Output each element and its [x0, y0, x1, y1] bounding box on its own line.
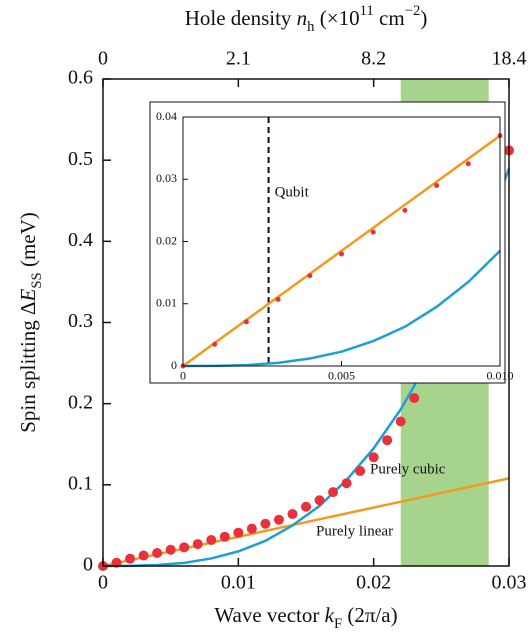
- label-part: 11: [360, 3, 374, 19]
- y-tick-label: 0.04: [156, 109, 177, 123]
- data-point: [370, 229, 376, 235]
- label-part: (2π/a): [342, 603, 398, 627]
- data-point: [138, 550, 149, 561]
- label-part: h: [307, 19, 315, 35]
- data-point: [465, 161, 471, 167]
- label-part: ): [420, 6, 427, 30]
- label-part: F: [334, 616, 342, 632]
- x-tick-label: 0.02: [356, 572, 391, 594]
- y-tick-label: 0.4: [68, 229, 93, 251]
- y-tick-label: 0.6: [68, 67, 93, 89]
- x-tick-label: 0.01: [221, 572, 256, 594]
- label-part: −2: [405, 3, 421, 19]
- x2-tick-label: 0: [98, 48, 108, 70]
- label-part: SS: [29, 272, 45, 288]
- data-point: [179, 542, 190, 553]
- series-label: Purely linear: [316, 523, 393, 539]
- y-tick-label: 0.1: [68, 472, 93, 494]
- data-point: [243, 319, 249, 325]
- y-tick-label: 0.02: [156, 233, 177, 247]
- data-point: [307, 273, 313, 279]
- data-point: [212, 341, 218, 347]
- label-part: k: [325, 603, 335, 627]
- x2-tick-label: 8.2: [361, 48, 386, 70]
- label-part: Hole density: [185, 6, 297, 30]
- x2-tick-label: 2.1: [226, 48, 251, 70]
- x-tick-label: 0: [98, 572, 108, 594]
- x-tick-label: 0: [180, 369, 186, 383]
- label-part: Wave vector: [214, 603, 324, 627]
- label-part: (×10: [315, 6, 360, 30]
- data-point: [368, 452, 379, 463]
- y-tick-label: 0.3: [68, 310, 93, 332]
- data-point: [273, 514, 284, 525]
- x2-axis-label: Hole density nh (×1011 cm−2): [185, 3, 428, 35]
- label-part: (meV): [16, 212, 40, 272]
- data-point: [206, 535, 217, 546]
- inset-frame: [149, 101, 506, 384]
- data-point: [402, 207, 408, 213]
- data-point: [434, 182, 440, 188]
- data-point: [314, 495, 325, 506]
- series-line: [182, 249, 501, 368]
- data-point: [219, 531, 230, 542]
- data-point: [341, 478, 352, 489]
- data-point: [339, 251, 344, 257]
- label-part: Spin splitting Δ: [16, 301, 40, 432]
- y-axis-label: Spin splitting ΔESS (meV): [16, 212, 46, 433]
- data-point: [409, 392, 420, 403]
- data-point: [328, 487, 339, 498]
- data-point: [275, 296, 281, 302]
- data-point: [152, 548, 163, 559]
- data-point: [260, 518, 271, 529]
- x-tick-label: 0.005: [328, 369, 355, 383]
- data-point: [233, 527, 244, 538]
- qubit-label: Qubit: [275, 184, 310, 200]
- y-tick-label: 0.03: [156, 171, 177, 185]
- label-part: n: [297, 6, 308, 30]
- label-part: cm: [374, 6, 405, 30]
- y-tick-label: 0: [171, 358, 177, 372]
- x-tick-label: 0.03: [492, 572, 527, 594]
- x-axis-label: Wave vector kF (2π/a): [214, 603, 397, 633]
- series-label: Purely cubic: [370, 461, 446, 477]
- x-tick-label: 0.010: [487, 369, 514, 383]
- data-point: [395, 416, 406, 427]
- y-tick-label: 0.01: [156, 296, 177, 310]
- y-tick-label: 0.2: [68, 391, 93, 413]
- data-point: [382, 435, 393, 446]
- series-line: [182, 134, 501, 368]
- x2-tick-label: 18.4: [492, 48, 527, 70]
- data-point: [246, 523, 257, 534]
- data-point: [165, 544, 176, 555]
- y-tick-label: 0: [83, 554, 93, 576]
- data-point: [192, 539, 203, 550]
- data-point: [301, 501, 311, 512]
- data-point: [355, 466, 366, 477]
- label-part: E: [16, 288, 40, 302]
- data-point: [125, 553, 136, 564]
- data-point: [287, 509, 298, 520]
- y-tick-label: 0.5: [68, 148, 93, 170]
